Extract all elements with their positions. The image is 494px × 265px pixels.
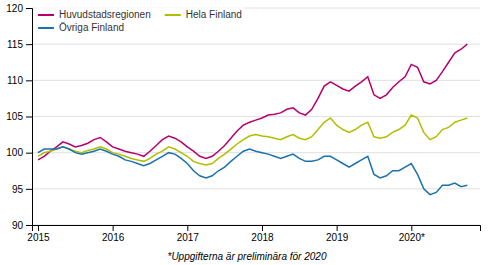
series-line [38,44,467,160]
legend-swatch [38,27,54,29]
y-axis: 90 95 100 105 110 115 120 [6,3,32,231]
tick: 100 [6,147,32,158]
tick: 90 [12,220,32,231]
footnote: *Uppgifterna är preliminära för 2020 [168,251,327,262]
tick-mark [262,225,263,231]
tick-label: 2017 [177,232,200,243]
tick-mark [26,225,32,226]
tick-label: 2016 [102,232,125,243]
tick-label: 105 [6,111,23,122]
tick-mark [26,8,32,9]
tick: 120 [6,3,32,14]
chart: 2015 2016 2017 2018 2019 2020* 90 95 100 105 110 11… [0,0,494,265]
tick-mark [337,225,338,231]
tick-label: 120 [6,3,23,14]
tick-mark [26,189,32,190]
grid-line [32,152,480,153]
legend-item: Övriga Finland [38,22,124,33]
tick-label: 2015 [27,232,50,243]
tick-mark [26,117,32,118]
tick-mark [113,225,114,231]
tick-mark [26,153,32,154]
tick: 115 [7,39,32,50]
legend-swatch [165,14,181,16]
tick: 105 [6,111,32,122]
grid-line [32,80,480,81]
tick: 110 [7,75,32,86]
legend-label: Övriga Finland [59,22,124,33]
tick-mark [38,225,39,231]
legend-swatch [38,14,54,16]
lines [38,44,467,194]
tick: 2016 [102,225,125,243]
tick: 95 [12,184,32,195]
legend-label: Huvudstadsregionen [59,9,151,20]
axis-line [26,9,33,226]
legend: Huvudstadsregionen Hela Finland Övriga Fin… [35,7,245,35]
tick-label: 95 [12,184,24,195]
series-line [38,147,467,195]
grid-line [32,188,480,189]
tick-mark [187,225,188,231]
tick-label: 2019 [326,232,349,243]
plot: 2015 2016 2017 2018 2019 2020* 90 95 100 105 110 11… [6,3,480,243]
axis-line [33,226,481,232]
grid [32,8,480,225]
tick-label: 110 [7,75,23,86]
x-axis: 2015 2016 2017 2018 2019 2020* [27,225,480,243]
tick: 2015 [27,225,50,243]
tick: 2019 [326,225,349,243]
legend-item: Huvudstadsregionen [38,9,151,20]
tick-mark [26,80,32,81]
tick-label: 115 [7,39,23,50]
tick-label: 100 [6,147,23,158]
legend-background [35,7,245,35]
tick: 2017 [177,225,200,243]
tick-mark [26,44,32,45]
tick: 2018 [251,225,274,243]
legend-item: Hela Finland [165,9,242,20]
tick-label: 2018 [251,232,274,243]
tick-mark [411,225,412,231]
tick-label: 90 [12,220,24,231]
legend-label: Hela Finland [186,9,242,20]
tick: 2020* [399,225,425,243]
grid-line [32,44,480,45]
series-line [38,115,467,165]
tick-label: 2020* [399,232,425,243]
